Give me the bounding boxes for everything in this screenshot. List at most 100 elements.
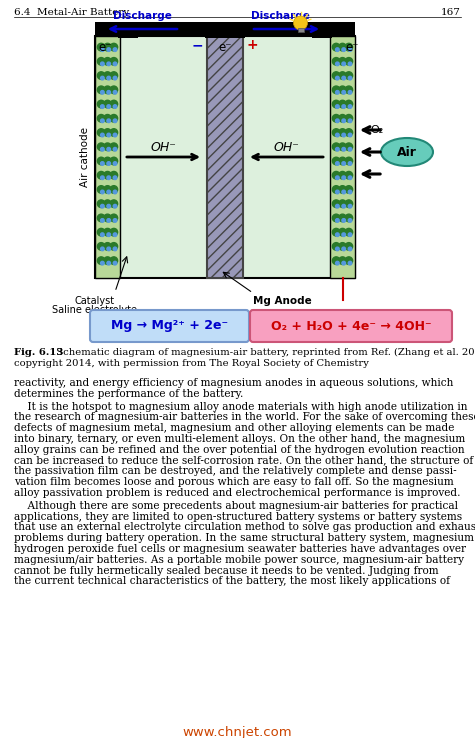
Circle shape: [345, 128, 352, 137]
Circle shape: [110, 171, 118, 179]
Circle shape: [107, 162, 111, 165]
Circle shape: [294, 16, 307, 30]
Circle shape: [110, 214, 118, 221]
Text: Mg Anode: Mg Anode: [253, 296, 312, 306]
Circle shape: [104, 157, 111, 165]
Circle shape: [335, 105, 339, 108]
Circle shape: [97, 228, 105, 236]
Circle shape: [107, 204, 111, 208]
Circle shape: [107, 62, 111, 66]
Circle shape: [110, 186, 118, 193]
Circle shape: [345, 228, 352, 236]
Circle shape: [107, 48, 111, 52]
Circle shape: [345, 44, 352, 51]
Text: copyright 2014, with permission from The Royal Society of Chemistry: copyright 2014, with permission from The…: [14, 359, 369, 368]
Circle shape: [107, 105, 111, 108]
Text: It is the hotspot to magnesium alloy anode materials with high anode utilization: It is the hotspot to magnesium alloy ano…: [14, 401, 467, 412]
Bar: [312, 24, 332, 38]
Circle shape: [107, 76, 111, 80]
Circle shape: [104, 86, 111, 94]
Bar: [205, 24, 245, 38]
Circle shape: [332, 86, 340, 94]
Text: OH⁻: OH⁻: [274, 141, 299, 154]
Bar: [95, 22, 355, 36]
Circle shape: [332, 44, 340, 51]
Circle shape: [335, 190, 339, 194]
Circle shape: [345, 171, 352, 179]
Circle shape: [348, 62, 352, 66]
Circle shape: [101, 134, 104, 137]
Circle shape: [335, 134, 339, 137]
Circle shape: [113, 134, 117, 137]
Text: Mg → Mg²⁺ + 2e⁻: Mg → Mg²⁺ + 2e⁻: [111, 320, 228, 333]
Text: the research of magnesium-air batteries in the world. For the sake of overcoming: the research of magnesium-air batteries …: [14, 413, 475, 422]
Circle shape: [342, 48, 345, 52]
Circle shape: [335, 119, 339, 123]
Circle shape: [104, 228, 111, 236]
Circle shape: [332, 128, 340, 137]
Text: alloy grains can be refined and the over potential of the hydrogen evolution rea: alloy grains can be refined and the over…: [14, 445, 465, 455]
Circle shape: [110, 58, 118, 65]
Circle shape: [101, 233, 104, 236]
Circle shape: [342, 148, 345, 151]
Bar: [207, 36, 243, 278]
Circle shape: [97, 214, 105, 221]
Circle shape: [345, 143, 352, 151]
Circle shape: [332, 72, 340, 80]
Circle shape: [101, 247, 104, 251]
Circle shape: [97, 257, 105, 264]
Circle shape: [348, 204, 352, 208]
Circle shape: [104, 114, 111, 122]
Circle shape: [335, 247, 339, 251]
Circle shape: [335, 261, 339, 265]
Circle shape: [332, 228, 340, 236]
Circle shape: [97, 72, 105, 80]
Text: reactivity, and energy efficiency of magnesium anodes in aqueous solutions, whic: reactivity, and energy efficiency of mag…: [14, 378, 453, 388]
Circle shape: [97, 200, 105, 207]
Circle shape: [335, 204, 339, 208]
Text: Air: Air: [397, 145, 417, 159]
Circle shape: [113, 233, 117, 236]
Ellipse shape: [381, 138, 433, 166]
Text: determines the performance of the battery.: determines the performance of the batter…: [14, 389, 243, 399]
Circle shape: [342, 176, 345, 179]
Circle shape: [104, 72, 111, 80]
Circle shape: [342, 91, 345, 94]
Circle shape: [339, 200, 346, 207]
Text: Air cathode: Air cathode: [80, 127, 90, 187]
Circle shape: [342, 190, 345, 194]
Circle shape: [339, 143, 346, 151]
Text: Discharge: Discharge: [251, 11, 310, 21]
Circle shape: [113, 148, 117, 151]
Circle shape: [101, 218, 104, 222]
Circle shape: [332, 243, 340, 250]
Circle shape: [339, 157, 346, 165]
Circle shape: [345, 200, 352, 207]
Circle shape: [348, 190, 352, 194]
Circle shape: [104, 44, 111, 51]
Circle shape: [339, 72, 346, 80]
Text: −: −: [191, 38, 203, 52]
Text: into binary, ternary, or even multi-element alloys. On the other hand, the magne: into binary, ternary, or even multi-elem…: [14, 434, 465, 444]
Circle shape: [101, 148, 104, 151]
Circle shape: [107, 261, 111, 265]
Circle shape: [348, 134, 352, 137]
Circle shape: [110, 157, 118, 165]
Circle shape: [97, 143, 105, 151]
Circle shape: [332, 58, 340, 65]
Circle shape: [110, 228, 118, 236]
Circle shape: [332, 186, 340, 193]
Text: e⁻: e⁻: [218, 41, 231, 54]
Circle shape: [348, 218, 352, 222]
Circle shape: [332, 257, 340, 264]
Circle shape: [110, 100, 118, 108]
Text: problems during battery operation. In the same structural battery system, magnes: problems during battery operation. In th…: [14, 533, 474, 543]
Circle shape: [339, 243, 346, 250]
Circle shape: [335, 148, 339, 151]
Text: Discharge: Discharge: [113, 11, 171, 21]
Bar: [297, 28, 304, 32]
Circle shape: [335, 48, 339, 52]
Text: O₂ + H₂O + 4e⁻ → 4OH⁻: O₂ + H₂O + 4e⁻ → 4OH⁻: [271, 320, 431, 333]
Circle shape: [110, 72, 118, 80]
Circle shape: [113, 62, 117, 66]
